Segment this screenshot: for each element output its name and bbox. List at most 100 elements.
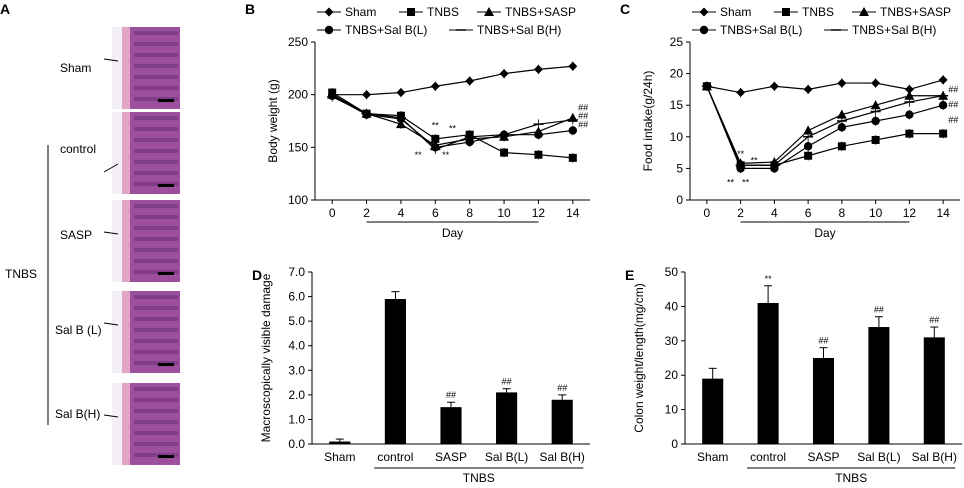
tissue-gland — [134, 453, 178, 457]
bar — [329, 441, 351, 444]
x-tick-label: 4 — [771, 206, 778, 220]
significance-mark: ** — [415, 150, 423, 160]
category-label: SASP — [435, 450, 467, 464]
tissue-gland — [134, 306, 178, 310]
tissue-gland — [134, 160, 178, 164]
significance-mark: ## — [948, 85, 958, 95]
series-line — [332, 65, 573, 96]
y-tick-label: 40 — [665, 299, 679, 313]
significance-mark: ** — [737, 149, 745, 159]
bar — [496, 392, 518, 444]
significance-mark: ## — [578, 111, 588, 121]
scale-bar — [158, 363, 174, 366]
x-tick-label: 12 — [903, 206, 917, 220]
tissue-gland — [134, 149, 178, 153]
x-axis-label: Day — [814, 226, 835, 240]
circle-marker — [938, 101, 948, 110]
panel-a-letter: A — [0, 1, 10, 17]
series-line — [701, 81, 949, 170]
tissue-gland — [134, 42, 178, 46]
tissue-gland — [134, 398, 178, 402]
diamond-marker — [324, 7, 334, 17]
tissue-gland — [134, 409, 178, 413]
tissue-gland — [134, 431, 178, 435]
x-tick-label: 10 — [869, 206, 883, 220]
chart-b: B 100 150 200 250 0 2 4 6 8 10 12 14 Day Body weight (… — [245, 1, 590, 240]
triangle-marker — [484, 7, 494, 16]
tissue-gland — [134, 442, 178, 446]
bar — [757, 302, 779, 444]
legend: Sham TNBS TNBS+SASP TNBS+Sal B(L) TNBS+Sal B… — [692, 5, 951, 37]
row-label-salb-l: Sal B (L) — [55, 323, 102, 337]
significance-mark: ## — [502, 377, 512, 387]
triangle-marker — [859, 7, 869, 16]
circle-marker — [699, 25, 709, 35]
tissue-gland — [134, 270, 178, 274]
tissue-lumen — [112, 383, 122, 465]
tnbs-group-label: TNBS — [5, 267, 37, 281]
diamond-marker — [938, 75, 948, 85]
tissue-gland — [134, 237, 178, 241]
tissue-lumen — [112, 291, 122, 373]
bar — [702, 378, 724, 444]
series-line — [706, 79, 944, 94]
tissue-gland — [134, 295, 178, 299]
group-label: TNBS — [835, 471, 867, 485]
y-tick-label: 25 — [670, 35, 684, 49]
tissue-lumen — [112, 112, 122, 194]
y-tick-label: 250 — [288, 35, 308, 49]
diamond-marker — [533, 64, 543, 74]
panel-letter: E — [625, 267, 634, 283]
pointer-arrow — [103, 231, 119, 235]
tissue-lumen — [112, 200, 122, 282]
legend-label: Sham — [345, 5, 376, 19]
triangle-marker — [803, 125, 814, 135]
significance-mark: ** — [751, 155, 759, 165]
y-tick-label: 0 — [676, 193, 683, 207]
y-tick-label: 7.0 — [288, 265, 305, 279]
x-tick-label: 2 — [363, 206, 370, 220]
tissue-gland — [134, 420, 178, 424]
square-marker — [804, 151, 813, 160]
triangle-marker — [904, 90, 915, 100]
diamond-marker — [699, 7, 709, 17]
x-tick-label: 6 — [432, 206, 439, 220]
y-axis-label: Food intake(g/24h) — [641, 71, 655, 172]
tissue-gland — [134, 64, 178, 68]
significance-mark: ** — [765, 274, 773, 284]
series-line — [331, 95, 573, 148]
tissue-gland — [134, 127, 178, 131]
y-axis-label: Colon weight/length(mg/cm) — [632, 283, 646, 432]
bar — [384, 299, 406, 444]
histology-image — [103, 383, 180, 465]
panel-letter: C — [620, 1, 630, 17]
tissue-gland — [134, 138, 178, 142]
circle-marker — [324, 25, 334, 35]
significance-mark: ## — [929, 315, 939, 325]
panel-a: A Sham control SASP Sal B (L) Sal B(H) T… — [0, 1, 180, 465]
triangle-marker — [395, 119, 406, 129]
row-label-sham: Sham — [60, 61, 91, 75]
legend: Sham TNBS TNBS+SASP TNBS+Sal B(L) TNBS+Sal B… — [317, 5, 576, 37]
bar — [440, 407, 462, 444]
square-marker — [905, 129, 914, 138]
x-tick-label: 14 — [936, 206, 950, 220]
significance-mark: ## — [874, 305, 884, 315]
y-tick-label: 6.0 — [288, 290, 305, 304]
tissue-muscle-layer — [122, 291, 130, 373]
bar — [812, 358, 835, 444]
chart-c: C 0 5 10 15 20 25 0 2 4 6 8 10 12 14 Day Food intake(g/2… — [620, 1, 960, 240]
x-tick-label: 10 — [497, 206, 511, 220]
significance-mark: ## — [818, 336, 828, 346]
pointer-arrow — [103, 322, 119, 326]
diamond-marker — [871, 78, 881, 88]
chart-d: D 0.0 1.0 2.0 3.0 4.0 5.0 6.0 7.0 Macroscopically… — [252, 265, 590, 485]
tissue-lumen — [112, 27, 122, 109]
triangle-marker — [870, 100, 881, 110]
tissue-gland — [134, 215, 178, 219]
scale-bar — [158, 455, 174, 458]
square-marker — [407, 8, 415, 16]
tissue-gland — [134, 248, 178, 252]
diamond-marker — [803, 84, 813, 94]
